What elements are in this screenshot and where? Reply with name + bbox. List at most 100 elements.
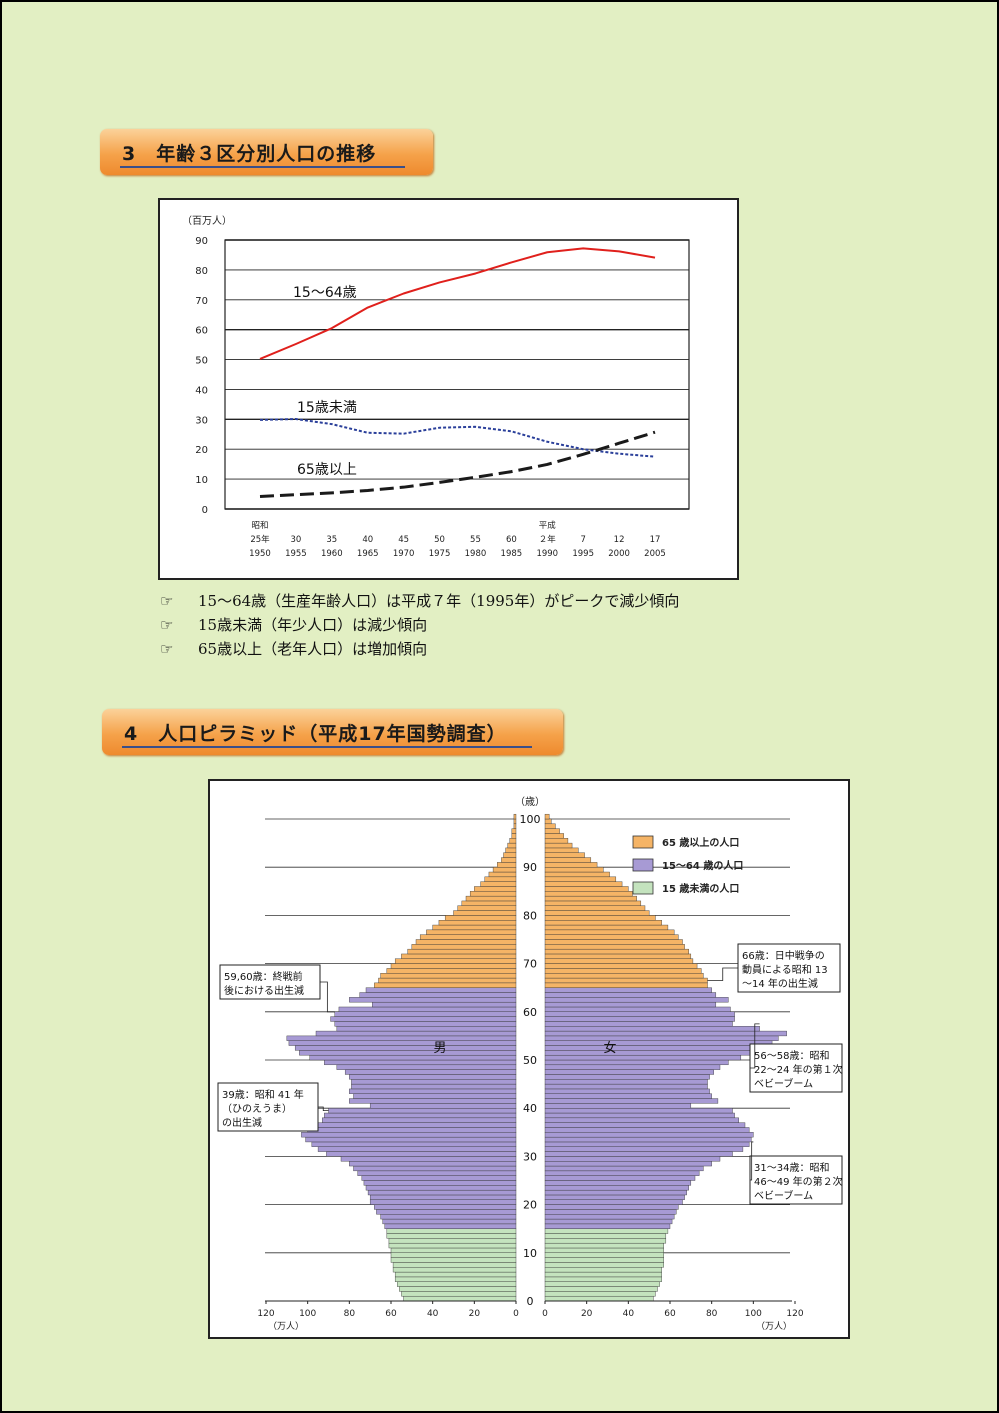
male-bar — [380, 1214, 517, 1220]
male-bar — [388, 1238, 517, 1244]
female-bar — [544, 1276, 662, 1282]
male-bar — [465, 895, 517, 902]
annotation-text: ～14 年の出生減 — [742, 977, 818, 990]
x-tick-label: 40 — [623, 1309, 635, 1319]
male-bar — [374, 1204, 517, 1210]
female-bar — [544, 1035, 779, 1041]
female-bar — [544, 828, 560, 834]
male-bar — [415, 939, 517, 945]
female-bar — [544, 1108, 733, 1114]
age-tick-label: 50 — [523, 1054, 537, 1067]
pointing-hand-icon: ☞ — [160, 616, 174, 634]
male-bar — [351, 1079, 517, 1085]
male-bar — [349, 1074, 517, 1080]
male-bar — [369, 1103, 517, 1109]
y-tick-label: 20 — [195, 445, 208, 456]
y-tick-label: 60 — [195, 326, 208, 337]
section-3-title: 3 年齢３区分別人口の推移 — [122, 143, 377, 165]
male-bar — [317, 1146, 517, 1152]
plot-border — [224, 239, 690, 510]
female-bar — [544, 997, 729, 1003]
male-bar — [444, 915, 517, 921]
x-tick-label: 20 — [581, 1309, 593, 1319]
annotation-box — [749, 1043, 843, 1093]
male-bar — [330, 1016, 517, 1022]
x-tick-label: 昭和 — [251, 521, 268, 531]
female-bar — [544, 1233, 667, 1239]
x-tick-label: 35 — [326, 535, 337, 545]
x-tick-label: 12 — [614, 535, 625, 545]
annotation-text: 39歳：昭和 41 年 — [222, 1088, 304, 1101]
male-bar — [294, 1045, 517, 1051]
female-bar — [544, 1011, 735, 1017]
female-bar — [544, 968, 702, 974]
male-bar — [299, 1050, 517, 1056]
female-bar — [544, 1209, 677, 1215]
male-bar — [419, 934, 517, 940]
x-axis-unit: （万人） — [268, 1321, 304, 1332]
male-bar — [378, 977, 517, 984]
annotation-text: 66歳：日中戦争の — [742, 949, 825, 962]
female-bar — [544, 929, 675, 935]
female-label: 女 — [603, 1040, 616, 1056]
age-tick-label: 30 — [523, 1150, 537, 1163]
male-bar — [507, 842, 517, 849]
male-bar — [390, 963, 517, 969]
x-tick-label: 2000 — [608, 549, 630, 559]
female-bar — [544, 1059, 729, 1066]
female-bar — [544, 977, 708, 984]
male-bar — [461, 900, 517, 906]
section-3-header: 3 年齢３区分別人口の推移 — [100, 129, 433, 175]
male-bar — [374, 982, 517, 988]
male-bar — [390, 1252, 517, 1258]
x-tick-label: 30 — [290, 535, 301, 545]
x-tick-label: 45 — [398, 535, 409, 545]
y-tick-label: 10 — [195, 475, 208, 486]
male-bar — [426, 929, 517, 935]
note-item: ☞ 15～64歳（生産年齢人口）は平成７年（1995年）がピークで減少傾向 — [160, 590, 679, 614]
male-bar — [392, 1267, 517, 1273]
male-bar — [390, 1257, 517, 1263]
annotation-text: 31～34歳：昭和 — [754, 1162, 829, 1174]
female-bar — [544, 862, 598, 868]
female-bar — [544, 1050, 754, 1056]
male-bar — [513, 818, 517, 825]
female-bar — [544, 934, 679, 940]
legend-swatch — [632, 881, 654, 895]
male-bar — [513, 813, 517, 820]
x-tick-label: 1980 — [465, 549, 487, 559]
female-bar — [544, 1228, 669, 1234]
annotation-leader — [750, 1023, 760, 1069]
x-tick-label: 100 — [745, 1309, 762, 1319]
male-bar — [349, 1161, 517, 1167]
male-bar — [453, 910, 517, 916]
annotation-text: 46～49 年の第２次 — [754, 1175, 843, 1188]
x-tick-label: 1965 — [357, 549, 379, 559]
male-bar — [340, 1156, 517, 1162]
x-tick-label: 120 — [786, 1309, 803, 1319]
x-tick-label: 0 — [513, 1309, 519, 1319]
annotation-leader — [320, 981, 335, 1013]
female-bar — [544, 1267, 662, 1273]
male-bar — [288, 1040, 517, 1046]
series-label: 65歳以上 — [297, 462, 357, 478]
male-bar — [305, 1136, 517, 1143]
female-bar — [544, 1127, 750, 1133]
female-bar — [544, 1006, 731, 1012]
male-bar — [365, 987, 517, 993]
male-bar — [336, 1064, 517, 1070]
x-tick-label: 60 — [385, 1309, 397, 1319]
x-tick-label: 1970 — [393, 549, 415, 559]
male-bar — [488, 871, 517, 878]
male-bar — [399, 1286, 517, 1292]
note-text: 15～64歳（生産年齢人口）は平成７年（1995年）がピークで減少傾向 — [198, 592, 680, 610]
male-bar — [336, 1026, 517, 1032]
female-bar — [544, 1069, 714, 1075]
female-bar — [544, 1295, 654, 1302]
female-bar — [544, 1026, 760, 1032]
x-tick-label: 1950 — [249, 549, 271, 559]
male-bar — [411, 944, 517, 950]
female-bar — [544, 818, 552, 825]
female-bar — [544, 1238, 667, 1244]
female-bar — [544, 1161, 712, 1167]
